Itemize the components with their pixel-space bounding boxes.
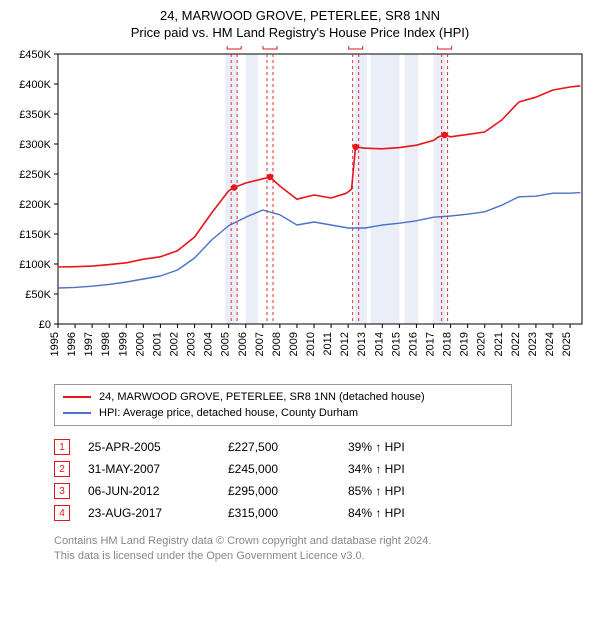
- transaction-marker: 2: [54, 461, 70, 477]
- title-line-1: 24, MARWOOD GROVE, PETERLEE, SR8 1NN: [10, 8, 590, 23]
- svg-text:£100K: £100K: [19, 259, 51, 271]
- svg-text:2025: 2025: [561, 332, 573, 356]
- svg-text:2015: 2015: [390, 332, 402, 356]
- svg-text:2007: 2007: [254, 332, 266, 356]
- transaction-row: 1 25-APR-2005£227,50039% ↑ HPI: [54, 436, 590, 458]
- svg-text:1997: 1997: [83, 332, 95, 356]
- svg-text:2024: 2024: [544, 332, 556, 356]
- transaction-date: 06-JUN-2012: [88, 484, 228, 498]
- chart-svg: £0 £50K £100K £150K £200K £250K £300K £350K £400…: [10, 46, 590, 376]
- transaction-delta: 84% ↑ HPI: [348, 506, 405, 520]
- svg-text:2: 2: [267, 46, 272, 48]
- svg-text:2005: 2005: [220, 332, 232, 356]
- footnote-line-1: Contains HM Land Registry data © Crown c…: [54, 534, 590, 549]
- svg-text:1999: 1999: [117, 332, 129, 356]
- svg-text:2000: 2000: [134, 332, 146, 356]
- svg-text:2022: 2022: [510, 332, 522, 356]
- svg-text:4: 4: [442, 46, 447, 48]
- transaction-delta: 34% ↑ HPI: [348, 462, 405, 476]
- svg-text:2002: 2002: [168, 332, 180, 356]
- svg-text:2023: 2023: [527, 332, 539, 356]
- svg-text:£300K: £300K: [19, 139, 51, 151]
- transaction-date: 23-AUG-2017: [88, 506, 228, 520]
- transaction-row: 4 23-AUG-2017£315,00084% ↑ HPI: [54, 502, 590, 524]
- svg-text:2003: 2003: [186, 332, 198, 356]
- svg-text:1996: 1996: [66, 332, 78, 356]
- svg-text:1998: 1998: [100, 332, 112, 356]
- svg-text:£450K: £450K: [19, 49, 51, 61]
- transaction-marker: 4: [54, 505, 70, 521]
- svg-text:£200K: £200K: [19, 199, 51, 211]
- svg-text:£150K: £150K: [19, 229, 51, 241]
- svg-text:£50K: £50K: [25, 289, 51, 301]
- legend-swatch: [63, 412, 91, 414]
- titles: 24, MARWOOD GROVE, PETERLEE, SR8 1NN Pri…: [10, 8, 590, 40]
- transaction-delta: 39% ↑ HPI: [348, 440, 405, 454]
- legend: 24, MARWOOD GROVE, PETERLEE, SR8 1NN (de…: [54, 384, 512, 426]
- svg-text:2014: 2014: [373, 332, 385, 356]
- svg-text:1995: 1995: [49, 332, 61, 356]
- transaction-price: £245,000: [228, 462, 348, 476]
- svg-text:2004: 2004: [203, 332, 215, 356]
- svg-text:2018: 2018: [442, 332, 454, 356]
- svg-text:1: 1: [232, 46, 237, 48]
- svg-text:£400K: £400K: [19, 79, 51, 91]
- transaction-marker: 3: [54, 483, 70, 499]
- transaction-date: 31-MAY-2007: [88, 462, 228, 476]
- transactions-table: 1 25-APR-2005£227,50039% ↑ HPI 2 31-MAY-200…: [54, 436, 590, 524]
- svg-text:2006: 2006: [237, 332, 249, 356]
- transaction-price: £295,000: [228, 484, 348, 498]
- svg-text:3: 3: [353, 46, 358, 48]
- svg-text:2016: 2016: [407, 332, 419, 356]
- legend-label: 24, MARWOOD GROVE, PETERLEE, SR8 1NN (de…: [99, 391, 425, 403]
- svg-text:2021: 2021: [493, 332, 505, 356]
- svg-text:2019: 2019: [459, 332, 471, 356]
- chart: £0 £50K £100K £150K £200K £250K £300K £350K £400…: [10, 46, 590, 376]
- legend-swatch: [63, 396, 91, 398]
- svg-text:2001: 2001: [151, 332, 163, 356]
- title-line-2: Price paid vs. HM Land Registry's House …: [10, 25, 590, 40]
- footnote-line-2: This data is licensed under the Open Gov…: [54, 549, 590, 564]
- svg-text:£0: £0: [39, 319, 51, 331]
- svg-text:2013: 2013: [356, 332, 368, 356]
- svg-text:2012: 2012: [339, 332, 351, 356]
- transaction-marker: 1: [54, 439, 70, 455]
- footnote: Contains HM Land Registry data © Crown c…: [54, 534, 590, 564]
- transaction-date: 25-APR-2005: [88, 440, 228, 454]
- svg-text:£350K: £350K: [19, 109, 51, 121]
- svg-text:2020: 2020: [476, 332, 488, 356]
- svg-text:2008: 2008: [271, 332, 283, 356]
- legend-row: 24, MARWOOD GROVE, PETERLEE, SR8 1NN (de…: [63, 389, 503, 405]
- svg-text:2011: 2011: [322, 332, 334, 356]
- svg-text:2017: 2017: [425, 332, 437, 356]
- transaction-price: £315,000: [228, 506, 348, 520]
- transaction-row: 3 06-JUN-2012£295,00085% ↑ HPI: [54, 480, 590, 502]
- svg-text:2010: 2010: [305, 332, 317, 356]
- legend-label: HPI: Average price, detached house, Coun…: [99, 407, 358, 419]
- transaction-row: 2 31-MAY-2007£245,00034% ↑ HPI: [54, 458, 590, 480]
- figure-container: 24, MARWOOD GROVE, PETERLEE, SR8 1NN Pri…: [0, 0, 600, 574]
- transaction-delta: 85% ↑ HPI: [348, 484, 405, 498]
- transaction-price: £227,500: [228, 440, 348, 454]
- svg-text:£250K: £250K: [19, 169, 51, 181]
- svg-text:2009: 2009: [288, 332, 300, 356]
- legend-row: HPI: Average price, detached house, Coun…: [63, 405, 503, 421]
